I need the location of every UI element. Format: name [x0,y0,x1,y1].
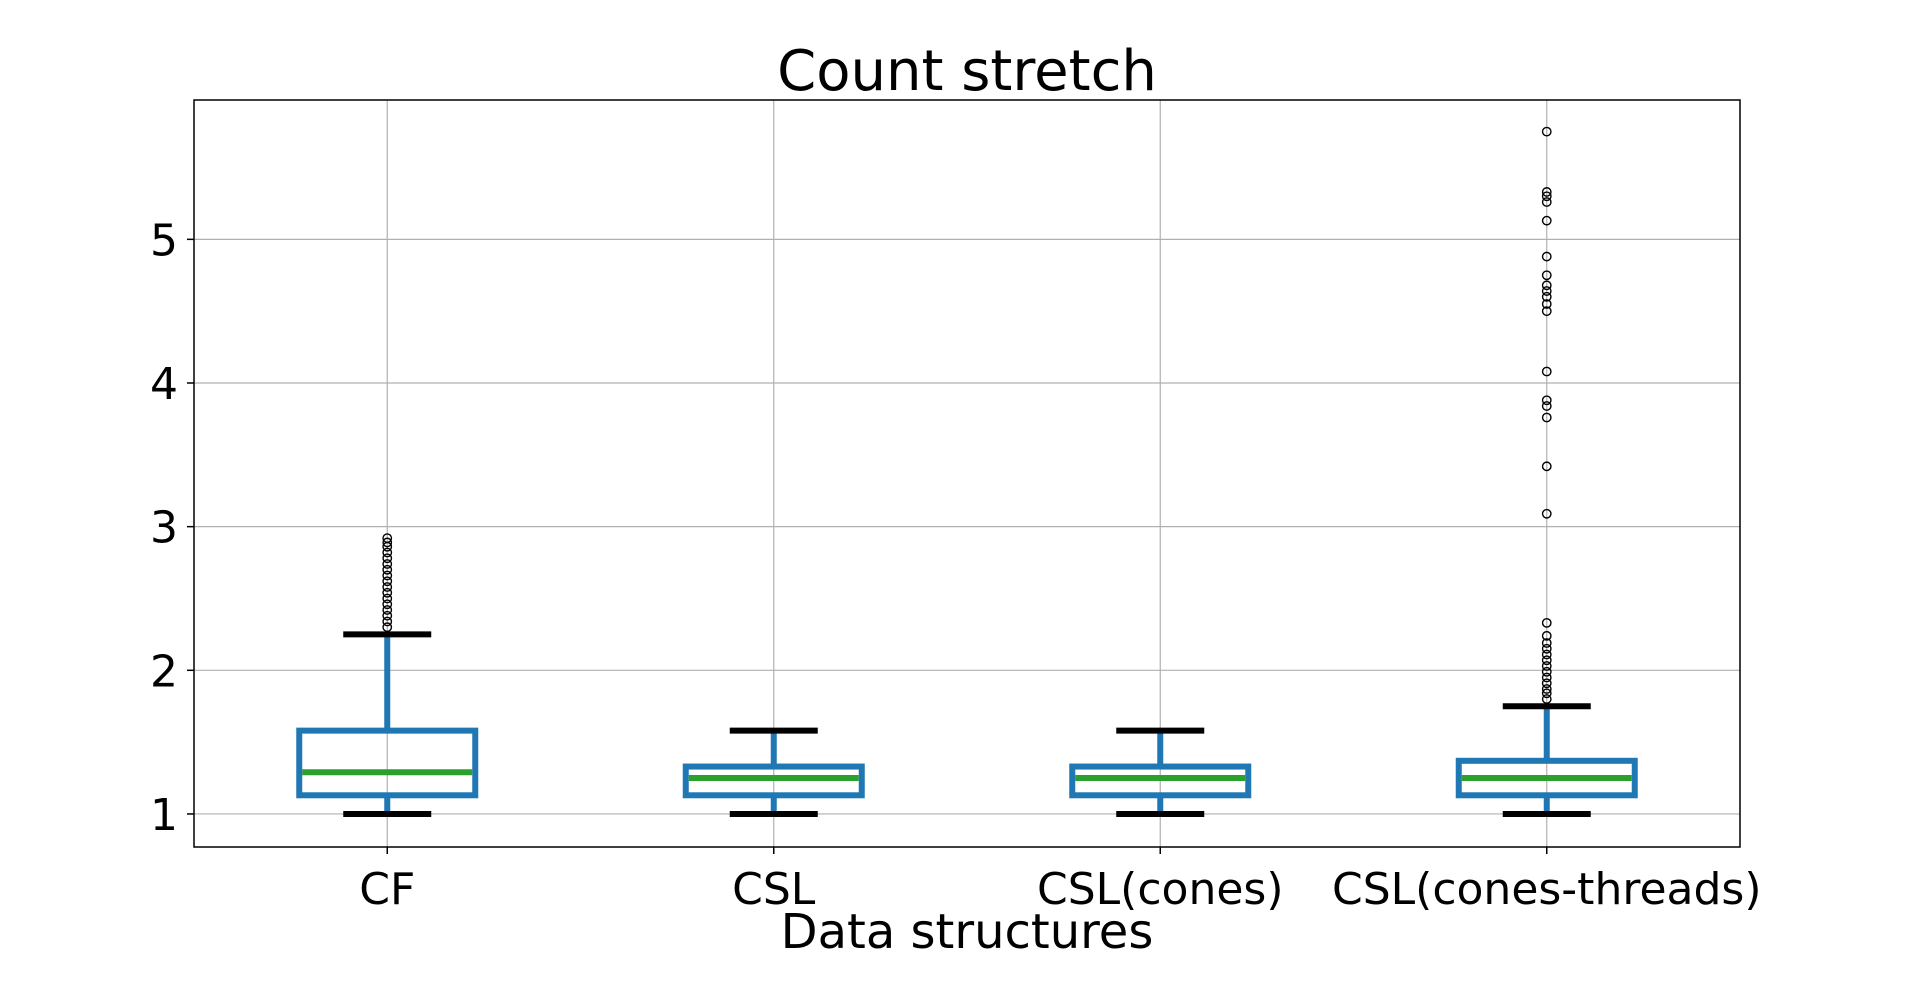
iqr-box [1455,757,1638,799]
outlier-point [382,610,393,621]
outlier-point [382,622,393,633]
outlier-point [1541,666,1552,677]
outlier-point [382,582,393,592]
outlier-point [1541,649,1552,660]
outlier-point [1541,688,1552,699]
y-tick-label: 1 [150,790,178,841]
y-tick-label: 3 [150,503,178,554]
outlier-point [1541,638,1552,648]
y-tick-label: 5 [150,215,178,266]
box-group [1455,126,1638,817]
outlier-point [1541,461,1552,472]
x-axis-label: Data structures [781,904,1154,960]
outlier-point [382,593,393,604]
iqr-box [682,763,865,799]
outlier-point [382,533,393,544]
outlier-point [1541,684,1552,694]
outlier-point [1541,655,1552,666]
x-tick-label: CSL(cones-threads) [1332,864,1762,915]
outlier-point [1541,401,1552,411]
outlier-point [1541,270,1552,281]
outlier-point [382,564,393,575]
outlier-point [1541,215,1552,226]
outlier-point [1541,251,1552,262]
box-group [1069,727,1252,817]
outlier-point [1541,678,1552,689]
x-tick-label: CF [359,864,415,915]
box-group [296,533,479,817]
outlier-point [382,576,393,587]
ticks-layer: 1 2 3 4 5 CF CSL CSL(cones) CSL(cones-threads) [150,215,1762,915]
outlier-point [1541,197,1552,207]
outlier-point [1541,191,1552,202]
outlier-point [382,616,393,627]
outlier-point [1541,643,1552,654]
outlier-point [1541,126,1552,137]
outlier-point [1541,618,1552,628]
outlier-point [382,547,393,558]
outlier-point [1541,286,1552,296]
y-tick-label: 2 [150,646,178,697]
x-tick-label: CSL(cones) [1037,864,1284,915]
boxes-layer [296,126,1638,817]
chart-title: Count stretch [777,39,1157,104]
outlier-point [382,570,393,581]
iqr-box [1069,763,1252,799]
outlier-point [1541,672,1552,683]
outlier-point [382,587,393,598]
iqr-box [296,727,479,799]
x-tick-label: CSL [732,864,816,915]
outlier-point [1541,630,1552,641]
outlier-point [1541,280,1552,291]
outlier-point [1541,661,1552,671]
outlier-point [1541,366,1552,377]
outlier-point [382,599,393,610]
plot-frame [193,99,1741,848]
outlier-point [1541,291,1552,302]
outlier-point [382,605,393,615]
outlier-point [1541,299,1552,309]
outlier-point [382,559,393,569]
outlier-point [1541,187,1552,197]
y-tick-label: 4 [150,359,178,410]
box-group [682,727,865,817]
outlier-point [1541,508,1552,519]
outlier-point [382,553,393,564]
outlier-point [1541,694,1552,704]
outlier-point [1541,306,1552,317]
outlier-point [1541,412,1552,423]
outlier-point [1541,395,1552,406]
grid-layer [194,100,1740,847]
outlier-point [382,537,393,548]
